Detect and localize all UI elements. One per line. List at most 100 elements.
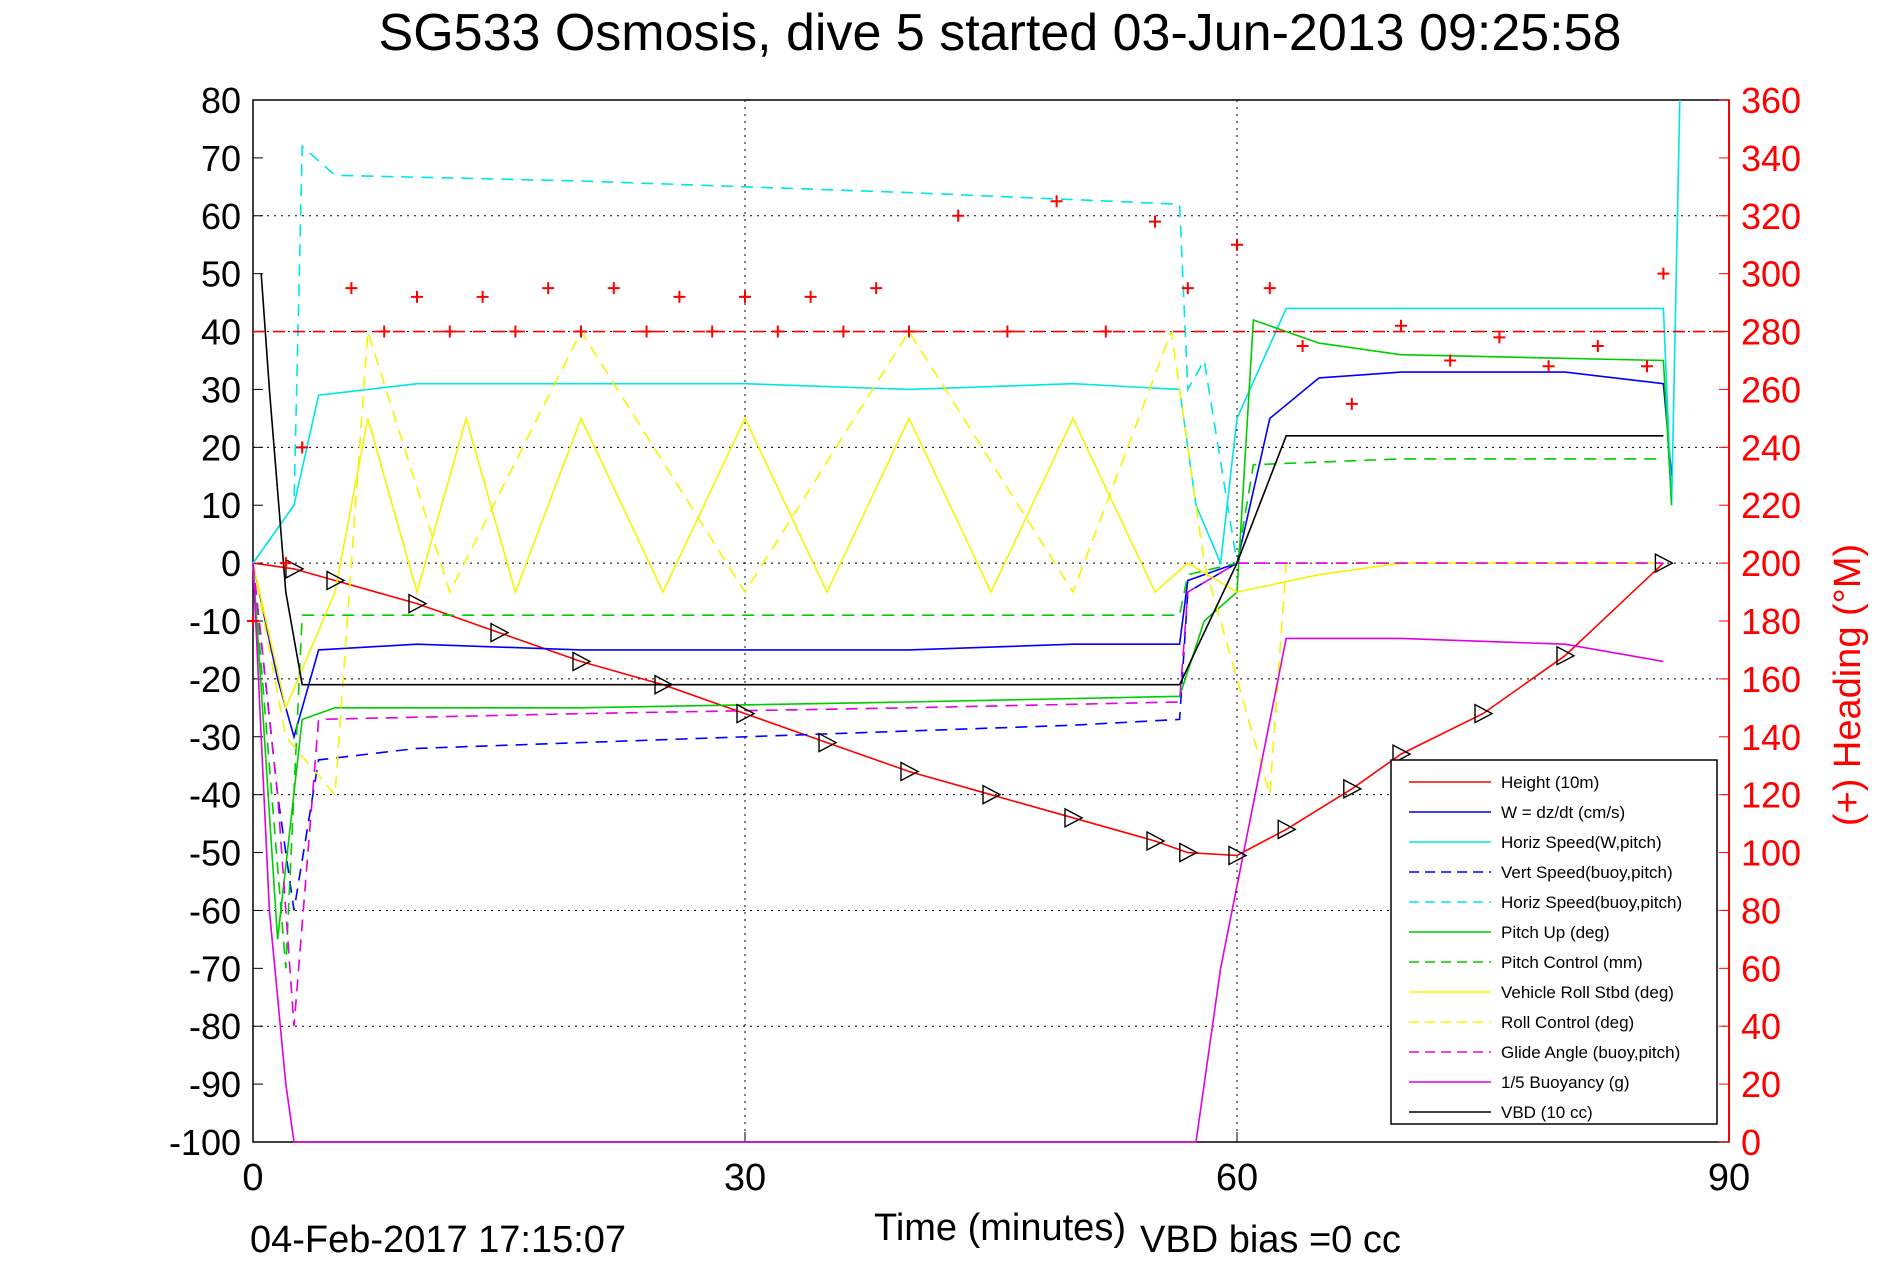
legend-entry: Pitch Up (deg)	[1501, 923, 1610, 942]
heading-marker	[575, 325, 587, 338]
chart-title: SG533 Osmosis, dive 5 started 03-Jun-201…	[379, 4, 1622, 62]
y2-tick-label: 140	[1741, 717, 1801, 758]
heading-marker	[640, 325, 653, 338]
depth-marker	[654, 674, 674, 695]
legend-entry: W = dz/dt (cm/s)	[1501, 803, 1625, 822]
heading-marker	[1231, 238, 1243, 251]
y2-tick-label: 220	[1741, 485, 1801, 526]
heading-marker	[542, 282, 555, 295]
heading-marker	[1296, 340, 1309, 353]
legend-entry: VBD (10 cc)	[1501, 1103, 1593, 1122]
heading-marker	[443, 325, 456, 338]
heading-marker	[607, 282, 620, 295]
y2-tick-label: 180	[1741, 601, 1801, 642]
legend-entry: Pitch Control (mm)	[1501, 953, 1643, 972]
y-tick-label: 50	[201, 254, 241, 295]
series-line-11	[252, 563, 1664, 1143]
y-tick-label: 0	[221, 543, 241, 584]
heading-marker	[1050, 195, 1063, 208]
x-axis-label: Time (minutes)	[874, 1207, 1126, 1249]
legend-entry: Vehicle Roll Stbd (deg)	[1501, 983, 1674, 1002]
series-line-5	[252, 144, 1238, 564]
heading-marker	[1263, 282, 1276, 295]
depth-marker	[1343, 778, 1363, 800]
heading-marker	[804, 290, 817, 303]
y2-tick-label: 80	[1741, 890, 1781, 931]
y2-tick-label: 240	[1741, 427, 1801, 468]
depth-marker	[900, 761, 920, 782]
y2-tick-label: 100	[1741, 833, 1801, 874]
x-tick-label: 30	[724, 1157, 766, 1199]
heading-marker	[1542, 360, 1555, 373]
y-tick-label: -80	[189, 1006, 241, 1047]
depth-marker	[1556, 645, 1576, 666]
heading-marker	[1641, 360, 1653, 373]
y-tick-label: 80	[201, 80, 241, 121]
y2-tick-label: 320	[1741, 196, 1801, 237]
heading-marker	[673, 290, 686, 303]
heading-marker	[279, 557, 292, 570]
depth-marker	[736, 703, 756, 724]
y2-tick-label: 260	[1741, 369, 1801, 410]
heading-marker	[903, 325, 915, 338]
heading-marker	[1444, 354, 1457, 367]
heading-marker	[1149, 215, 1161, 228]
depth-marker	[1277, 819, 1297, 840]
heading-marker	[771, 325, 784, 338]
depth-marker	[818, 732, 838, 753]
legend-entry: Vert Speed(buoy,pitch)	[1501, 863, 1673, 882]
y2-tick-label: 300	[1741, 254, 1801, 295]
y-tick-label: 20	[201, 427, 241, 468]
legend-box	[1390, 759, 1718, 1125]
heading-marker	[1591, 340, 1604, 353]
y2-tick-label: 120	[1741, 775, 1801, 816]
heading-marker	[952, 209, 965, 222]
heading-marker	[296, 441, 309, 454]
heading-marker	[837, 325, 850, 338]
heading-marker	[476, 290, 489, 303]
y-tick-label: -60	[189, 890, 241, 931]
depth-marker	[1654, 552, 1674, 574]
y-tick-label: -90	[189, 1064, 241, 1105]
y2-tick-label: 200	[1741, 543, 1801, 584]
depth-marker	[1064, 807, 1084, 828]
y2-tick-label: 360	[1741, 80, 1801, 121]
depth-marker	[1146, 830, 1166, 852]
depth-marker	[490, 622, 510, 643]
heading-marker	[1395, 319, 1407, 332]
depth-marker	[982, 784, 1002, 805]
series-line-10	[252, 562, 1664, 1027]
heading-marker	[509, 325, 522, 338]
heading-marker	[1001, 325, 1014, 338]
heading-marker	[706, 325, 719, 338]
legend-entry: Glide Angle (buoy,pitch)	[1501, 1043, 1680, 1062]
heading-marker	[1345, 397, 1358, 410]
depth-marker	[1392, 743, 1412, 765]
y-tick-label: -50	[189, 833, 241, 874]
heading-marker	[739, 290, 751, 303]
heading-marker	[1657, 267, 1670, 280]
footer-vbd-bias: VBD bias =0 cc	[1140, 1219, 1401, 1261]
y2-tick-label: 280	[1741, 312, 1801, 353]
series-line-9	[252, 329, 1664, 797]
y2-tick-label: 20	[1741, 1064, 1781, 1105]
depth-marker	[1179, 842, 1199, 863]
x-tick-label: 90	[1708, 1157, 1750, 1199]
y2-tick-label: 340	[1741, 138, 1801, 179]
series-line-4	[252, 562, 1238, 911]
y-tick-label: 10	[201, 485, 241, 526]
heading-marker	[1493, 331, 1506, 344]
y-tick-label: -40	[189, 775, 241, 816]
legend-entry: Height (10m)	[1501, 773, 1599, 792]
legend-entry: Horiz Speed(W,pitch)	[1501, 833, 1662, 852]
y2-tick-label: 0	[1741, 1122, 1761, 1163]
y-tick-label: 40	[201, 312, 241, 353]
heading-marker	[378, 325, 391, 338]
heading-marker	[1099, 325, 1112, 338]
series-line-7	[252, 458, 1664, 969]
heading-marker	[1181, 282, 1194, 295]
series-line-1	[252, 562, 1664, 857]
depth-marker	[326, 570, 346, 591]
y-tick-label: 30	[201, 369, 241, 410]
y-tick-label: -70	[189, 948, 241, 989]
